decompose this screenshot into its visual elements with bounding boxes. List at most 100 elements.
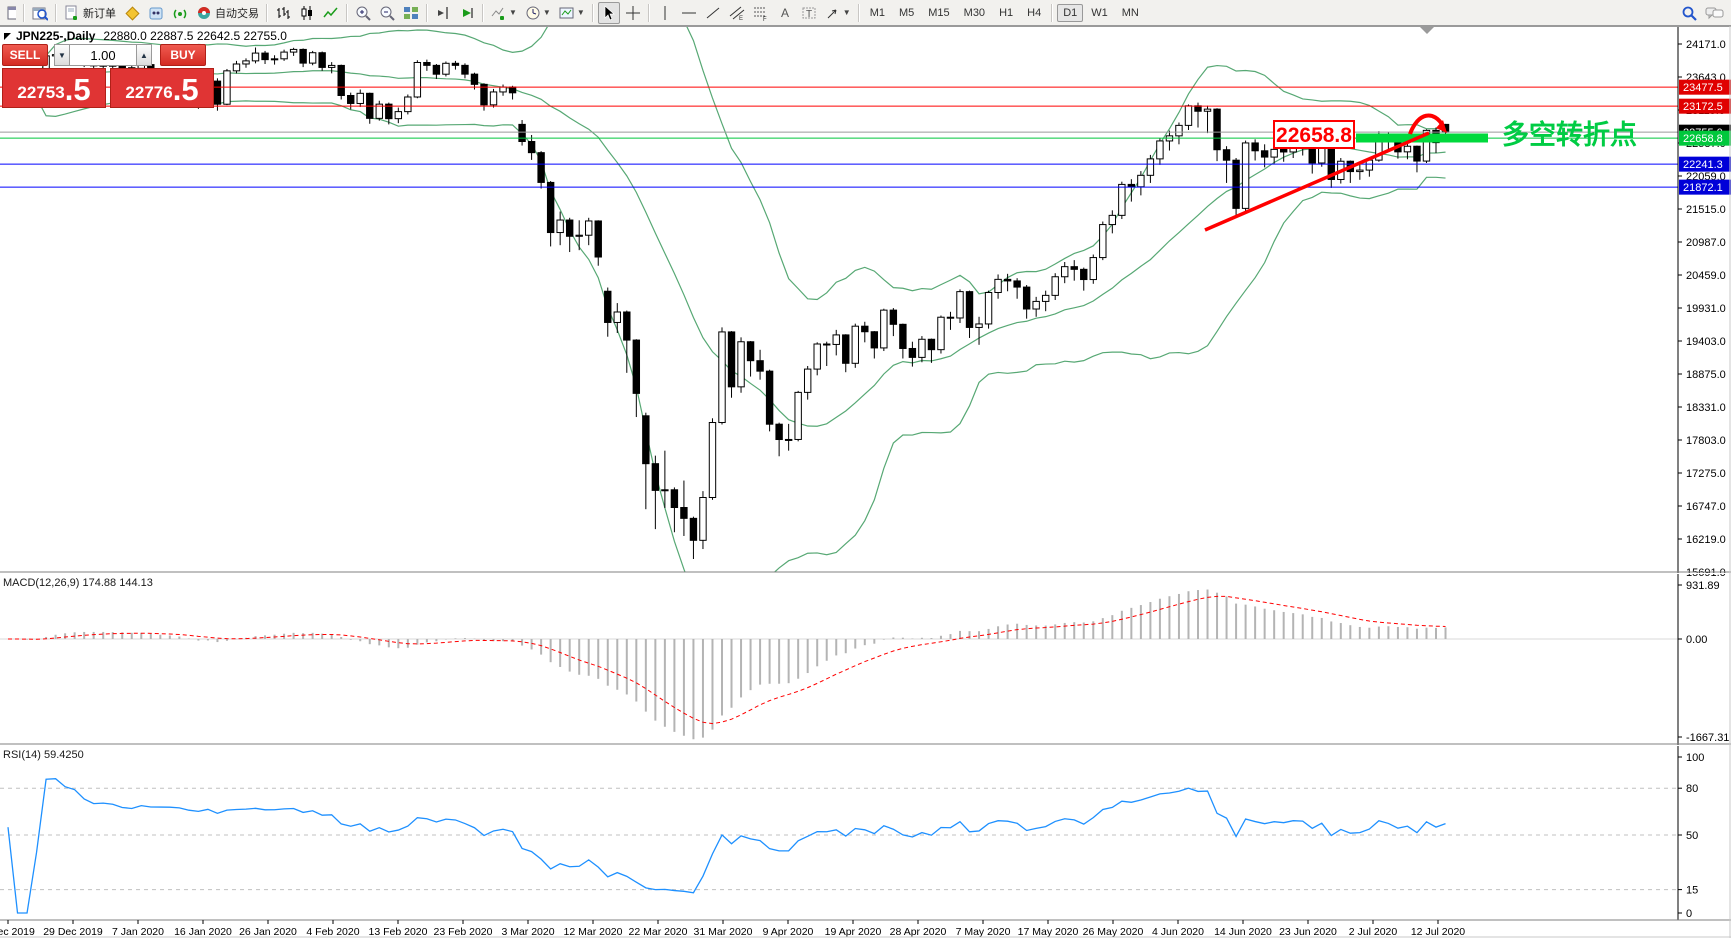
line-chart-icon[interactable] [320,2,342,24]
one-click-trading-panel: SELL ▼ 1.00 ▲ BUY 22753 .5 22776 .5 [2,44,214,108]
text-tool[interactable]: A [774,2,796,24]
buy-price-display[interactable]: 22776 .5 [110,68,214,108]
svg-text:4 Jun 2020: 4 Jun 2020 [1152,926,1204,938]
vertical-line-tool[interactable] [654,2,676,24]
turning-point-band [1356,133,1488,143]
turning-point-text: 多空转折点 [1502,119,1637,150]
autotrading-button[interactable]: 自动交易 [193,2,262,24]
timeframe-MN[interactable]: MN [1121,6,1139,19]
separator [857,3,860,22]
svg-text:E: E [739,16,743,21]
volume-increase-button[interactable]: ▲ [136,44,152,66]
timeframe-W1[interactable]: W1 [1091,6,1108,19]
chart-annotations[interactable]: 22658.8 多空转折点 [1204,113,1637,232]
svg-text:9 Dec 2019: 9 Dec 2019 [0,926,35,938]
date-axis[interactable]: 9 Dec 2019 29 Dec 2019 7 Jan 2020 16 Jan 20… [0,919,1731,938]
macd-signal-value: 144.13 [119,577,153,589]
timeframe-M30[interactable]: M30 [963,6,986,19]
svg-text:21872.1: 21872.1 [1683,182,1723,194]
svg-text:9 Apr 2020: 9 Apr 2020 [763,926,814,938]
chart-title: JPN225-,Daily 22880.0 22887.5 22642.5 22… [4,29,287,43]
periods-button[interactable]: ▼ [522,2,554,24]
svg-text:3 Mar 2020: 3 Mar 2020 [501,926,554,938]
templates-button[interactable]: ▼ [556,2,588,24]
sell-price-display[interactable]: 22753 .5 [2,68,106,108]
svg-text:12 Mar 2020: 12 Mar 2020 [564,926,623,938]
svg-text:18331.0: 18331.0 [1686,402,1726,414]
price-axis[interactable]: 24171.023643.023115.022587.022059.021515… [1677,26,1731,920]
chart-window-icon[interactable] [3,2,19,24]
svg-text:16747.0: 16747.0 [1686,501,1726,513]
arrows-tool[interactable]: ▼ [822,2,854,24]
rsi-value: 59.4250 [43,749,84,761]
buy-price-main: 22776 [125,83,173,102]
data-window-icon[interactable] [29,2,51,24]
metaeditor-icon[interactable] [121,2,143,24]
svg-text:13 Feb 2020: 13 Feb 2020 [369,926,428,938]
svg-text:20987.0: 20987.0 [1686,237,1726,249]
text-label-tool[interactable]: T [798,2,820,24]
toolbar: 新订单 自动交易 [0,0,1731,26]
svg-text:14 Jun 2020: 14 Jun 2020 [1214,926,1272,938]
svg-text:4 Feb 2020: 4 Feb 2020 [306,926,359,938]
volume-decrease-button[interactable]: ▼ [54,44,70,66]
buy-button[interactable]: BUY [160,44,206,66]
auto-scroll-icon[interactable] [456,2,478,24]
svg-text:15: 15 [1686,885,1698,897]
svg-text:80: 80 [1686,783,1698,795]
one-click-collapse-arrow[interactable] [4,32,11,40]
red-trendline [1204,131,1430,232]
new-order-button[interactable]: 新订单 [61,2,119,24]
svg-text:19931.0: 19931.0 [1686,303,1726,315]
svg-text:T: T [806,9,812,20]
chart-symbol-period: JPN225-,Daily [16,29,96,43]
timeframe-M1[interactable]: M1 [869,6,885,19]
crosshair-tool[interactable] [622,2,644,24]
horizontal-line-tool[interactable] [678,2,700,24]
zoom-out-icon[interactable] [376,2,398,24]
separator [346,3,348,22]
svg-text:2 Jul 2020: 2 Jul 2020 [1349,926,1398,938]
buy-price-pips: .5 [172,72,199,107]
chat-icon[interactable] [1702,2,1728,24]
svg-text:931.89: 931.89 [1686,580,1720,592]
timeframe-H1[interactable]: H1 [999,6,1014,19]
bar-chart-icon[interactable] [272,2,294,24]
timeframe-M5[interactable]: M5 [898,6,915,19]
chevron-down-icon: ▼ [842,8,851,17]
zoom-in-icon[interactable] [352,2,374,24]
svg-text:26 May 2020: 26 May 2020 [1083,926,1144,938]
svg-text:21515.0: 21515.0 [1686,204,1726,216]
svg-text:20459.0: 20459.0 [1686,270,1726,282]
svg-text:17803.0: 17803.0 [1686,435,1726,447]
expert-advisors-icon[interactable] [145,2,167,24]
volume-input[interactable]: 1.00 [70,44,136,66]
fibonacci-tool[interactable]: F [750,2,772,24]
svg-text:23172.5: 23172.5 [1683,101,1723,113]
timeframe-M15[interactable]: M15 [928,6,950,19]
sell-price-main: 22753 [17,83,65,102]
indicators-button[interactable]: ▼ [488,2,520,24]
search-icon[interactable] [1678,2,1700,24]
chart-shift-icon[interactable] [432,2,454,24]
svg-text:31 Mar 2020: 31 Mar 2020 [694,926,753,938]
svg-text:23 Jun 2020: 23 Jun 2020 [1279,926,1337,938]
panel-handle-triangle[interactable] [1420,27,1434,34]
signals-icon[interactable] [169,2,191,24]
timeframe-H4[interactable]: H4 [1027,6,1042,19]
svg-text:29 Dec 2019: 29 Dec 2019 [43,926,103,938]
separator [482,3,484,22]
trendline-tool[interactable] [702,2,724,24]
timeframe-D1[interactable]: D1 [1057,3,1084,22]
cursor-tool[interactable] [597,1,620,24]
equidistant-channel-tool[interactable]: E [726,2,748,24]
sell-button[interactable]: SELL [2,44,48,66]
svg-text:F: F [763,17,767,21]
tile-windows-icon[interactable] [400,2,422,24]
svg-text:19403.0: 19403.0 [1686,336,1726,348]
svg-text:12 Jul 2020: 12 Jul 2020 [1411,926,1465,938]
candlestick-chart-icon[interactable] [296,2,318,24]
svg-text:16219.0: 16219.0 [1686,534,1726,546]
